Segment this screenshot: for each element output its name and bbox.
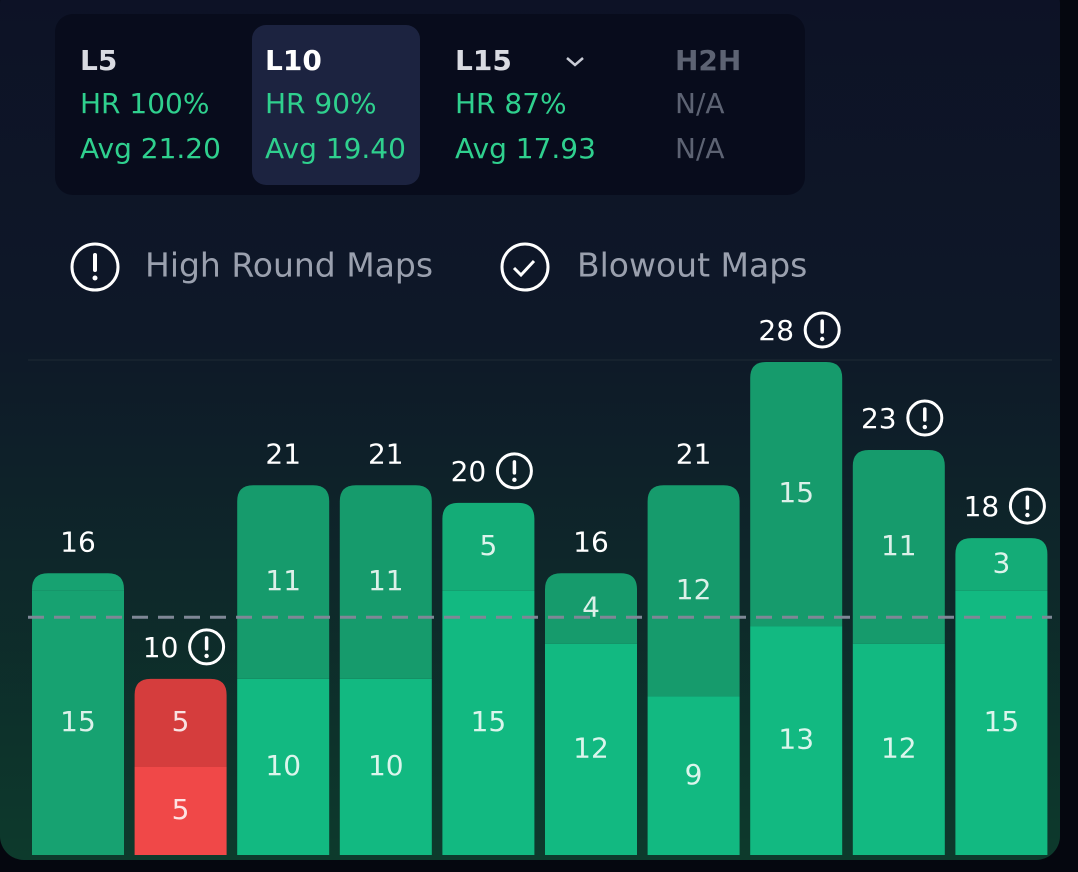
- bar-segment: [134, 678, 227, 767]
- total-label: 21: [368, 437, 404, 470]
- chevron[interactable]: [566, 57, 584, 67]
- bar-segment: [134, 766, 227, 855]
- segment-label: 5: [172, 793, 190, 826]
- total-label: 10: [143, 631, 179, 664]
- tab-average: Avg 21.20: [80, 132, 221, 165]
- segment-label: 10: [368, 749, 404, 782]
- segment-label: 4: [582, 591, 600, 624]
- high-round-icon: [1008, 487, 1046, 525]
- tab-average: Avg 19.40: [265, 132, 406, 165]
- bar-segment: [852, 450, 945, 644]
- segment-label: 12: [881, 731, 917, 764]
- high-round-icon: [512, 477, 517, 483]
- segment-label: 11: [881, 529, 917, 562]
- total-label: 20: [451, 455, 487, 488]
- total-label: 23: [861, 402, 897, 435]
- tab-average: Avg 17.93: [455, 132, 596, 165]
- bar-segment: [32, 590, 124, 855]
- alert-icon: [70, 242, 120, 292]
- check-icon: [512, 259, 536, 278]
- high-round-icon: [1025, 512, 1030, 518]
- tabs: L5 HR 100% Avg 21.20 L10 HR 90% Avg 19.40 L15 H…: [80, 44, 741, 165]
- total-label: 16: [573, 525, 609, 558]
- bar-segment: [339, 485, 432, 679]
- bar-segment: [237, 678, 330, 855]
- segment-label: 15: [984, 705, 1020, 738]
- tab-average: N/A: [675, 132, 725, 165]
- high-round-icon: [495, 452, 533, 490]
- segment-label: 9: [685, 758, 703, 791]
- total-label: 21: [265, 437, 301, 470]
- high-round-icon: [922, 424, 927, 430]
- tab-hit-rate: HR 90%: [265, 87, 377, 120]
- segment-label: 15: [778, 476, 814, 509]
- segment-label: 10: [265, 749, 301, 782]
- tab-hit-rate: HR 87%: [455, 87, 567, 120]
- high-round-icon: [803, 311, 841, 349]
- tab-hit-rate: N/A: [675, 87, 725, 120]
- tab-label[interactable]: L10: [265, 44, 322, 77]
- segment-label: 11: [265, 564, 301, 597]
- plot: 15 16 5 5 10 10 11 21 10 11 21 15 5 20 12 4 16 9 12 21 13 15 2…: [28, 311, 1052, 855]
- bar-segment: [339, 678, 432, 855]
- legend-label: Blowout Maps: [577, 246, 807, 285]
- segment-label: 15: [60, 705, 96, 738]
- tab-label[interactable]: L15: [455, 44, 512, 77]
- tab-label[interactable]: L5: [80, 44, 117, 77]
- active-tab: [252, 25, 420, 185]
- bar-segment: [442, 502, 535, 591]
- segment-label: 5: [479, 529, 497, 562]
- legend-label: High Round Maps: [145, 246, 433, 285]
- segment-label: 3: [992, 546, 1010, 579]
- bar-segment: [545, 573, 637, 644]
- total-label: 16: [60, 525, 96, 558]
- high-round-icon: [188, 628, 226, 666]
- segment-label: 15: [471, 705, 507, 738]
- bar-segment: [545, 643, 637, 855]
- bar-segment: [442, 590, 535, 855]
- tab-hit-rate: HR 100%: [80, 87, 209, 120]
- segment-label: 12: [676, 573, 712, 606]
- bar-segment: [955, 590, 1048, 855]
- bar-segment: [647, 696, 740, 855]
- segment-label: 5: [172, 705, 190, 738]
- high-round-icon: [820, 336, 825, 342]
- alert-icon: [92, 275, 98, 281]
- total-label: 28: [758, 314, 794, 347]
- tab-bar: [55, 14, 805, 195]
- total-label: 21: [676, 437, 712, 470]
- bar-segment: [647, 485, 740, 697]
- bar-segment: [237, 485, 330, 679]
- high-round-icon: [204, 653, 209, 659]
- bar-segment: [955, 538, 1048, 591]
- bar-segment: [32, 573, 124, 591]
- check-icon: [500, 242, 550, 292]
- segment-label: 11: [368, 564, 404, 597]
- high-round-icon: [906, 399, 944, 437]
- segment-label: 13: [778, 723, 814, 756]
- total-label: 18: [964, 490, 1000, 523]
- bar-segment: [852, 643, 945, 855]
- segment-label: 12: [573, 731, 609, 764]
- bar-segment: [750, 362, 843, 627]
- tab-label[interactable]: H2H: [675, 44, 741, 77]
- bar-segment: [750, 626, 843, 855]
- legend: High Round Maps Blowout Maps: [70, 242, 807, 292]
